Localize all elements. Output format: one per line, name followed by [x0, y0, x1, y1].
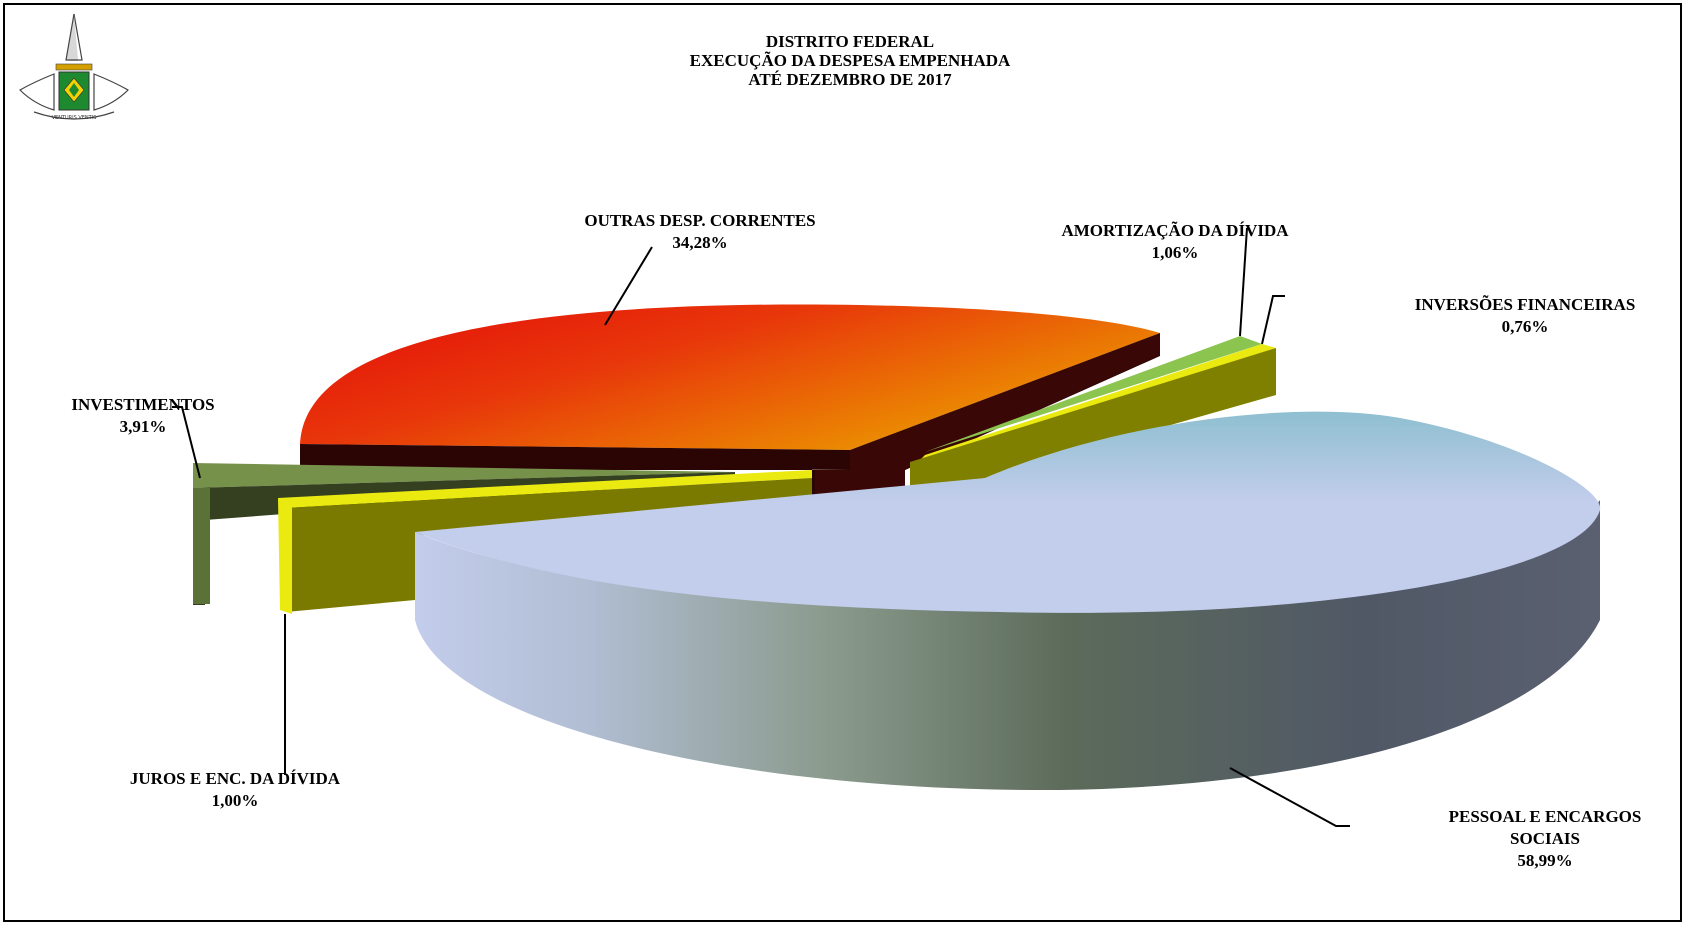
title-line-3: ATÉ DEZEMBRO DE 2017: [748, 70, 952, 89]
label-amortizacao-name: AMORTIZAÇÃO DA DÍVIDA: [1061, 221, 1289, 240]
label-investimentos-name: INVESTIMENTOS: [71, 395, 215, 414]
slice-juros-front: [278, 498, 292, 614]
leader-line-investimentos: [172, 406, 201, 479]
label-juros-name: JUROS E ENC. DA DÍVIDA: [129, 769, 341, 788]
label-outras-value: 34,28%: [672, 233, 728, 252]
label-pessoal-name-line-2: SOCIAIS: [1510, 829, 1580, 848]
slice-investimentos-front: [193, 488, 210, 604]
logo-motto: VENTURIS VENTIS: [52, 115, 97, 121]
label-pessoal-value: 58,99%: [1517, 851, 1573, 870]
leader-line-outras: [604, 246, 653, 326]
label-amortizacao-divida: AMORTIZAÇÃO DA DÍVIDA 1,06%: [1045, 220, 1305, 264]
slice-pessoal-side: [415, 500, 1600, 791]
label-pessoal-encargos-sociais: PESSOAL E ENCARGOS SOCIAIS 58,99%: [1420, 806, 1670, 872]
brasilia-coat-of-arms-icon: VENTURIS VENTIS: [19, 13, 129, 121]
label-inversoes-financeiras: INVERSÕES FINANCEIRAS 0,76%: [1390, 294, 1660, 338]
chart-title: DISTRITO FEDERAL EXECUÇÃO DA DESPESA EMP…: [640, 32, 1060, 89]
label-outras-name: OUTRAS DESP. CORRENTES: [584, 211, 816, 230]
label-inversoes-value: 0,76%: [1501, 317, 1549, 336]
label-inversoes-name: INVERSÕES FINANCEIRAS: [1414, 295, 1636, 314]
slice-pessoal-encargos-sociais: [415, 411, 1601, 613]
leader-line-inversoes: [1261, 295, 1285, 345]
slice-outras-desp-correntes: [300, 304, 1160, 450]
label-amortizacao-value: 1,06%: [1151, 243, 1199, 262]
label-pessoal-name-line-1: PESSOAL E ENCARGOS: [1448, 807, 1642, 826]
label-investimentos: INVESTIMENTOS 3,91%: [48, 394, 238, 438]
slice-juros-enc-divida: [278, 470, 812, 508]
slice-investimentos: [193, 463, 735, 488]
title-line-1: DISTRITO FEDERAL: [765, 32, 935, 51]
label-juros-enc-divida: JUROS E ENC. DA DÍVIDA 1,00%: [95, 768, 375, 812]
slice-amortizacao-divida: [925, 336, 1262, 452]
label-juros-value: 1,00%: [211, 791, 259, 810]
label-outras-desp-correntes: OUTRAS DESP. CORRENTES 34,28%: [570, 210, 830, 254]
title-line-2: EXECUÇÃO DA DESPESA EMPENHADA: [689, 51, 1011, 70]
leader-line-amortizacao: [1239, 227, 1248, 337]
slice-outras-front-side: [300, 444, 850, 470]
leader-line-pessoal: [1229, 767, 1350, 827]
slice-inversoes-side: [910, 348, 1276, 496]
slice-outras-right-side: [815, 333, 1160, 502]
label-investimentos-value: 3,91%: [119, 417, 167, 436]
